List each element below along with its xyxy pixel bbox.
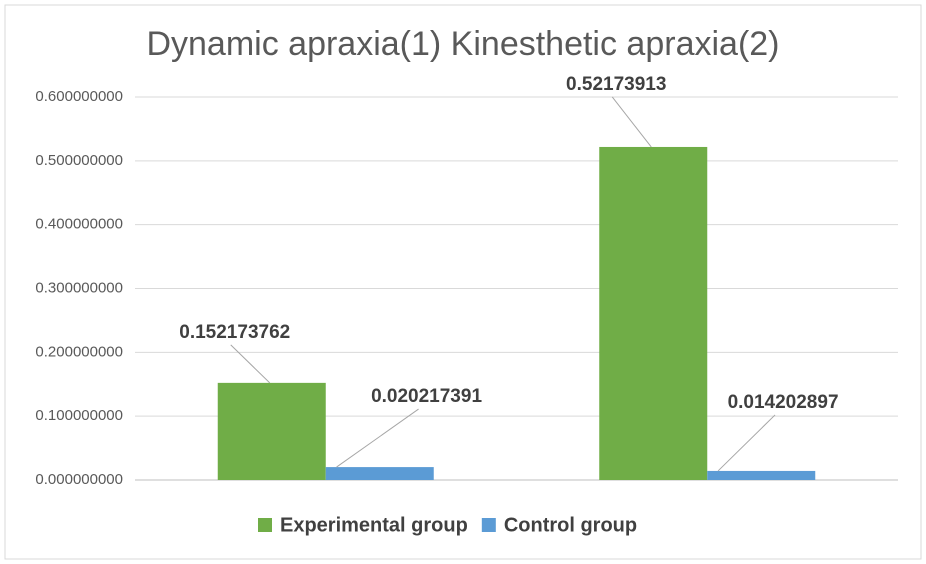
chart-title: Dynamic apraxia(1) Kinesthetic apraxia(2…: [146, 25, 779, 63]
bar: [599, 146, 708, 480]
y-tick-label: 0.300000000: [35, 279, 123, 296]
y-tick-label: 0.200000000: [35, 343, 123, 360]
legend-label: Experimental group: [280, 514, 468, 536]
legend-swatch: [258, 518, 272, 532]
legend-swatch: [481, 518, 496, 532]
bar: [217, 382, 326, 480]
y-tick-label: 0.400000000: [35, 216, 123, 233]
bar: [325, 467, 434, 480]
bar: [707, 470, 816, 480]
y-tick-label: 0.000000000: [35, 471, 123, 488]
y-tick-label: 0.100000000: [35, 407, 123, 424]
leader-line: [230, 344, 271, 384]
legend-label: Control group: [504, 514, 637, 536]
leader-line: [717, 414, 776, 472]
data-label: 0.52173913: [566, 74, 666, 95]
data-label: 0.014202897: [728, 392, 839, 413]
leader-line: [336, 408, 419, 468]
leader-line: [611, 96, 652, 148]
y-tick-label: 0.600000000: [35, 88, 123, 105]
data-label: 0.152173762: [179, 322, 290, 343]
data-label: 0.020217391: [371, 386, 482, 407]
y-tick-label: 0.500000000: [35, 152, 123, 169]
